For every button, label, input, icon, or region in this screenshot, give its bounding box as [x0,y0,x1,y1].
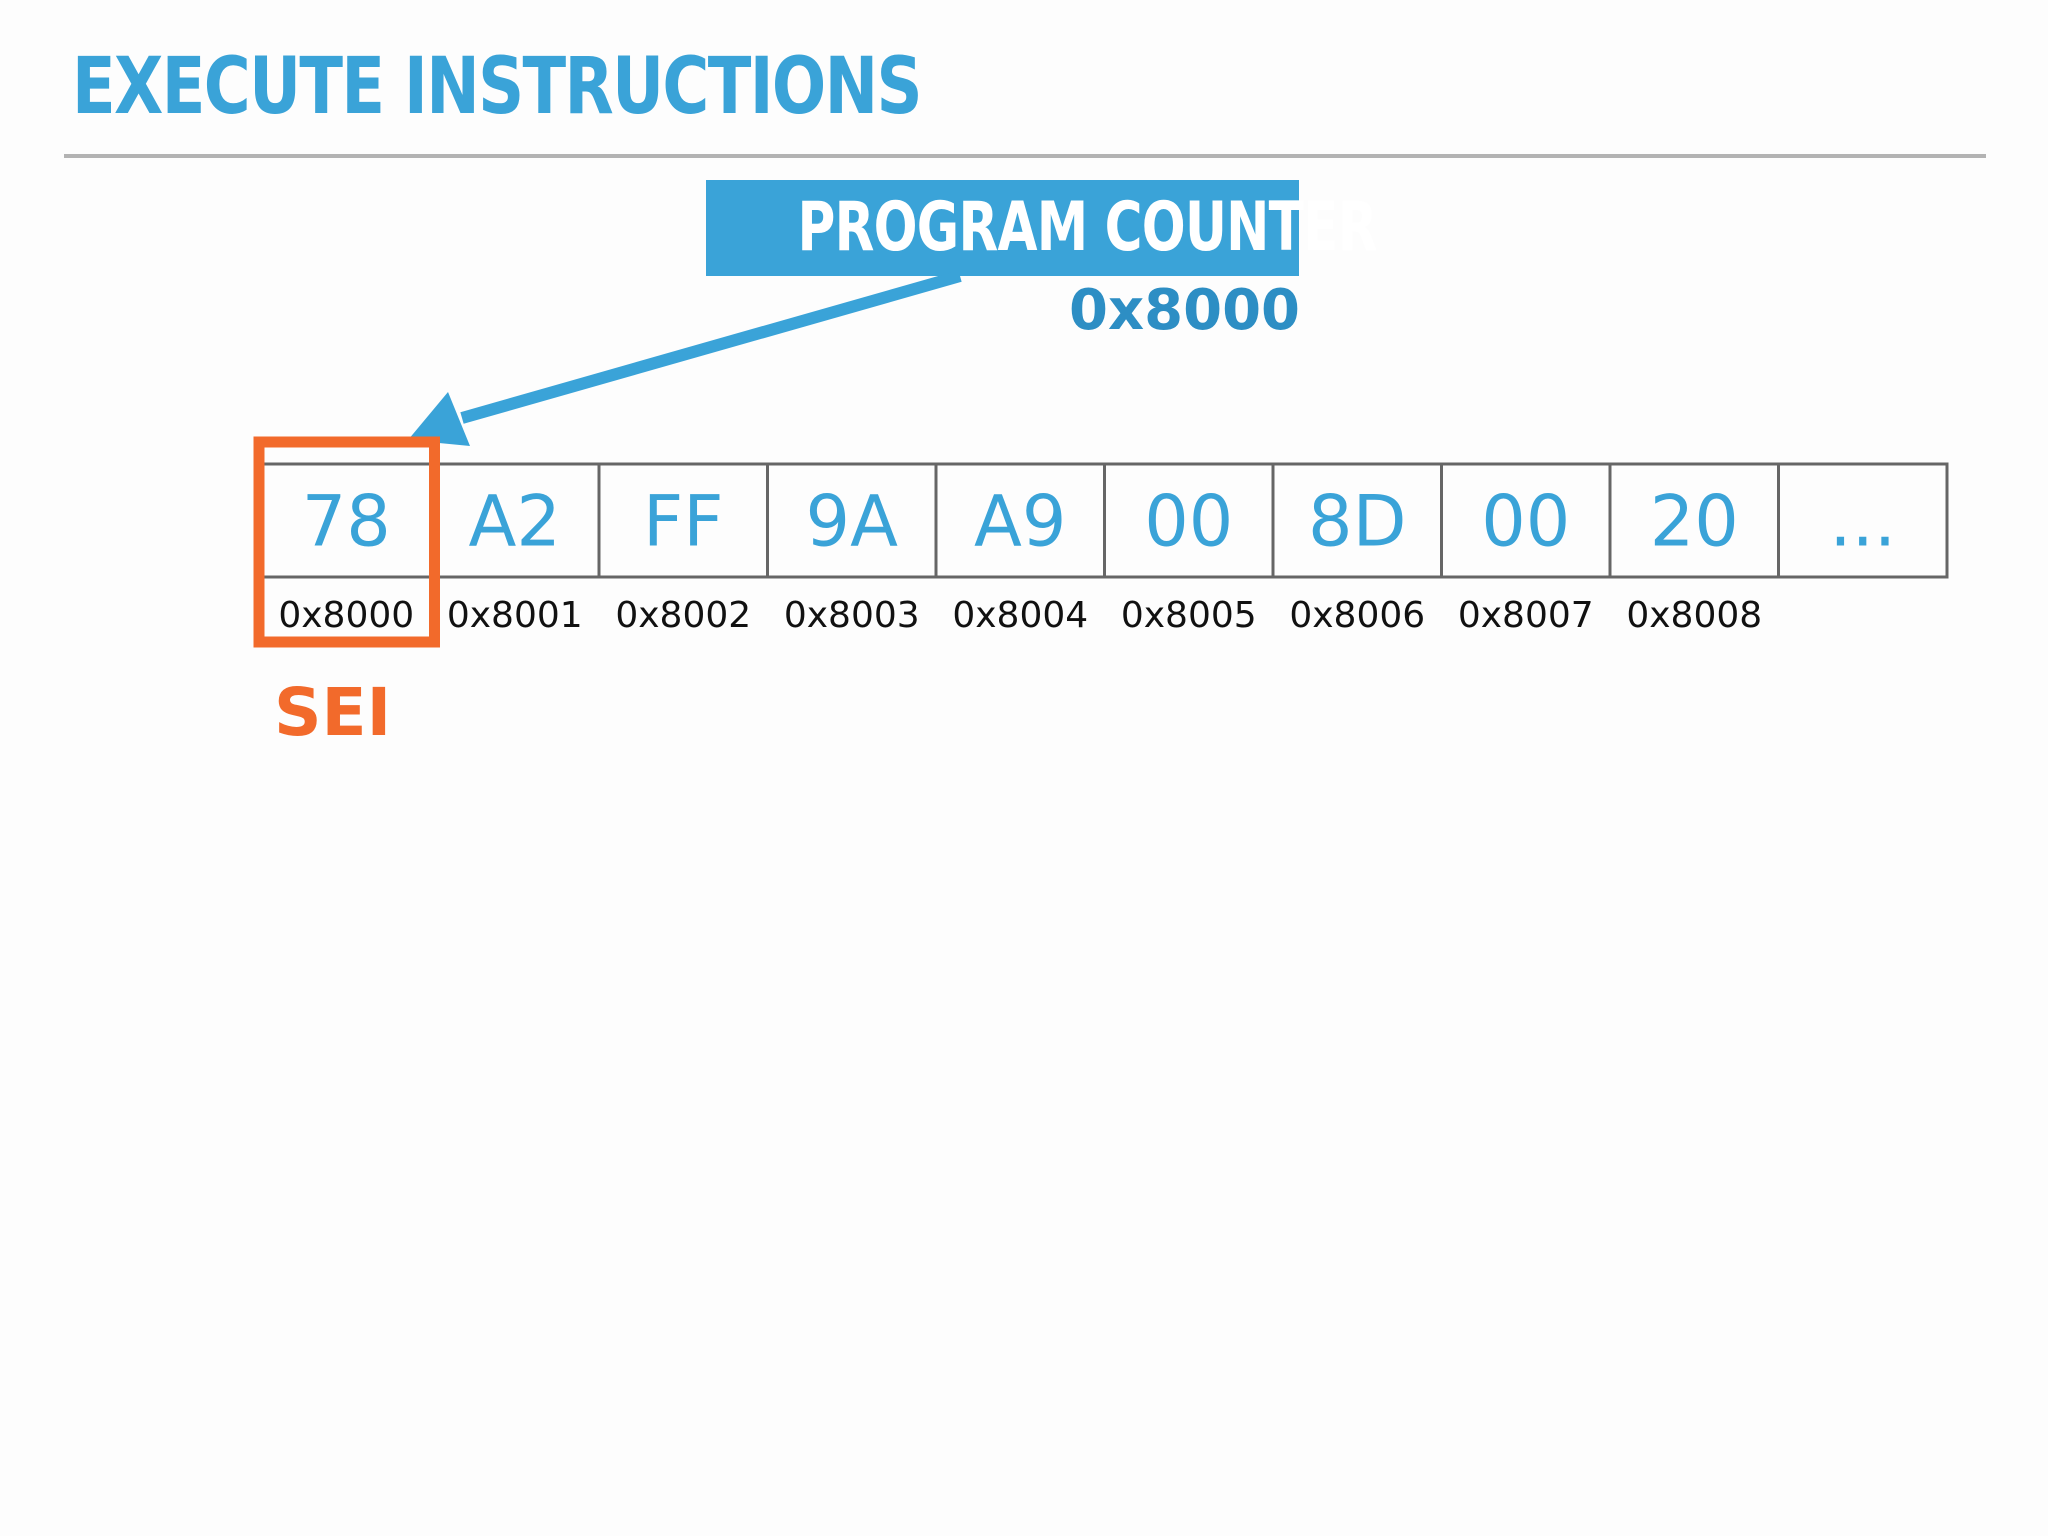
memory-cell-byte: 8D [1308,481,1406,563]
memory-cell-address: 0x8003 [784,595,920,636]
memory-cell-border [1777,462,1949,579]
memory-cell-byte: A9 [974,481,1066,563]
title-divider [64,154,1986,158]
memory-cell: 78 0x8000 [260,462,432,636]
memory-cell: A9 0x8004 [934,462,1106,636]
memory-cell: 00 0x8007 [1440,462,1612,636]
highlight-frame [253,436,440,648]
memory-cell-address: 0x8008 [1626,595,1762,636]
program-counter-box: PROGRAM COUNTER [706,180,1377,276]
memory-cell: 8D 0x8006 [1271,462,1443,636]
arrow-shaft [460,270,962,424]
memory-cell-byte: 00 [1481,481,1570,563]
program-counter-arrow [408,270,962,446]
memory-cell-byte: FF [643,481,724,563]
memory-cell-byte: 20 [1650,481,1739,563]
memory-cell-address: 0x8006 [1289,595,1425,636]
memory-cell-byte: 00 [1144,481,1233,563]
current-cell-highlight [253,436,440,648]
memory-cell-byte: 9A [806,481,899,563]
memory-cell-address: 0x8007 [1458,595,1594,636]
memory-cell: 20 0x8008 [1608,462,1780,636]
slide-title: EXECUTE INSTRUCTIONS [72,42,923,132]
memory-cell-byte: A2 [469,481,561,563]
memory-cell-address: 0x8002 [615,595,751,636]
memory-cells: 78 0x8000 A2 0x8001 FF 0x8002 9A 0x8003 A9 0x8004… [260,462,1949,636]
memory-cell-address: 0x8004 [952,595,1088,636]
memory-cell: 9A 0x8003 [766,462,938,636]
current-instruction-label: SEI [274,674,392,751]
memory-cell-byte: ... [1829,481,1896,563]
memory-cell: A2 0x8001 [429,462,601,636]
memory-cell-address: 0x8000 [278,595,414,636]
memory-cell: ... [1777,462,1949,579]
program-counter-value: 0x8000 [1069,278,1300,343]
memory-cell: FF 0x8002 [597,462,769,636]
memory-cell-byte: 78 [302,481,391,563]
arrow-head [408,392,470,446]
memory-cell: 00 0x8005 [1103,462,1275,636]
memory-cell-address: 0x8001 [447,595,583,636]
memory-cell-address: 0x8005 [1121,595,1257,636]
program-counter-label-text: PROGRAM COUNTER [797,188,1377,267]
program-counter-label: PROGRAM COUNTER [706,180,1377,276]
